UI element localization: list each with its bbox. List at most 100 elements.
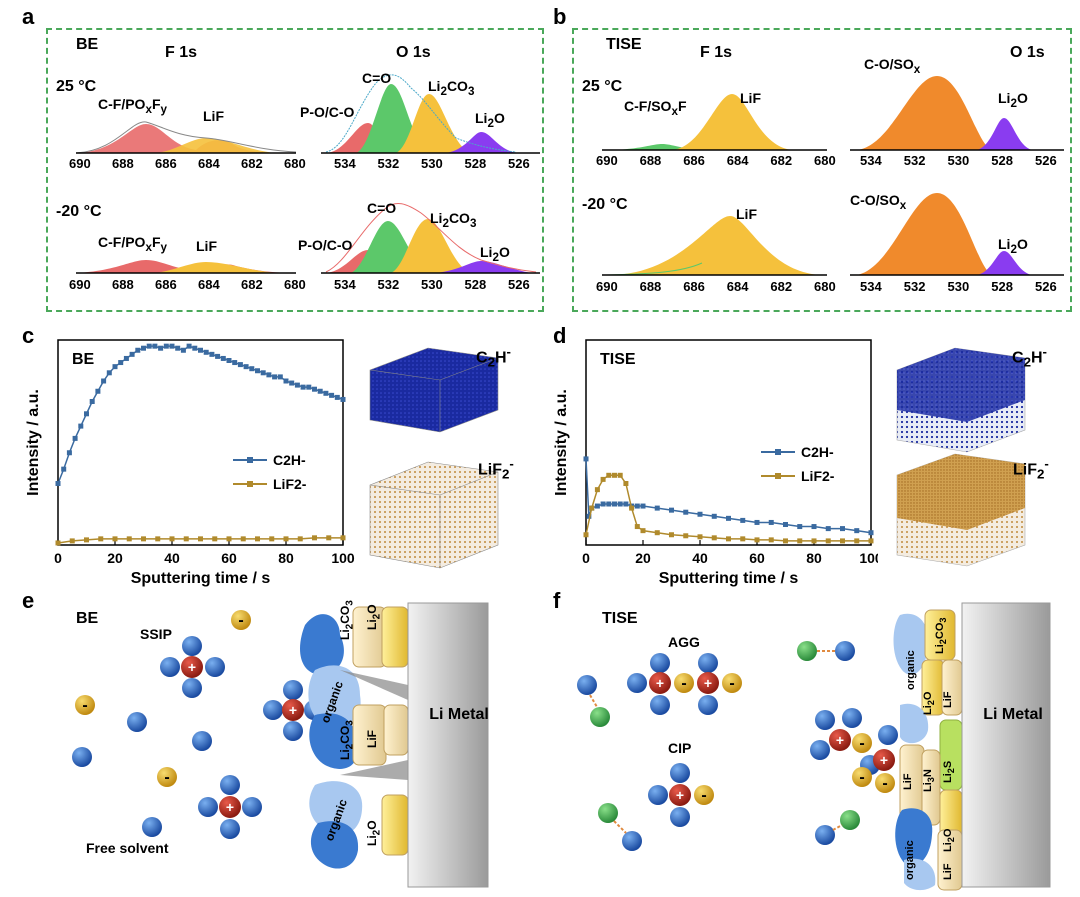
x-tick-label: 20 [635, 550, 651, 566]
e-layer-li2co3-2: Li2CO3 [338, 720, 356, 760]
legend-label-0: C2H- [273, 452, 306, 468]
diluent-3 [797, 641, 855, 661]
series-0-point [289, 380, 295, 386]
e-layer-li2o-1: Li2O [365, 604, 383, 630]
x-tick-label: 60 [749, 550, 765, 566]
a-bot-cf-label: C-F/POxFy [98, 234, 167, 254]
series-0-point [260, 370, 266, 376]
c-tof-top-label: C2H- [476, 344, 511, 370]
series-1-point [683, 533, 689, 539]
b-bot-o-tick-530: 530 [947, 279, 970, 294]
series-1-point [640, 528, 646, 534]
b-top-f-tick-690: 690 [596, 153, 618, 168]
panel-a-o1s-title: O 1s [396, 44, 431, 61]
series-0-point [317, 388, 323, 394]
series-0-point [654, 505, 660, 511]
series-0-point [198, 347, 203, 353]
series-1-point [312, 535, 317, 541]
svg-text:+: + [289, 702, 297, 718]
panel-b-f1s-title: F 1s [700, 44, 733, 61]
series-0-point [277, 374, 283, 380]
series-1-point [629, 505, 635, 511]
series-0-point [123, 355, 129, 361]
series-1-point [141, 536, 146, 542]
y-axis-label: Intensity / a.u. [25, 389, 42, 496]
b-top-cf-label: C-F/SOxF [624, 98, 687, 118]
series-0-point [583, 456, 589, 462]
series-0-point [112, 364, 118, 370]
e-layer-li2o-2: Li2O [365, 820, 383, 846]
series-0-point [175, 345, 181, 351]
series-0-point [209, 351, 215, 357]
b-top-f-tick-688: 688 [639, 153, 662, 168]
scheme-f: + - + - + - + - - + - [577, 602, 1051, 891]
series-0-point [811, 524, 817, 530]
series-0-point [215, 353, 221, 359]
series-0-point [683, 509, 689, 515]
series-1-point [740, 536, 746, 542]
series-0-point [825, 526, 831, 532]
legend-marker-1 [247, 481, 253, 487]
svg-text:-: - [859, 769, 864, 786]
legend-label-0: C2H- [801, 444, 834, 460]
series-0-point [334, 394, 340, 400]
series-1-point [854, 538, 860, 544]
svg-text:-: - [882, 775, 887, 792]
a-top-o1s [321, 74, 540, 154]
svg-text:-: - [681, 675, 686, 692]
b-top-f-tick-686: 686 [683, 153, 705, 168]
x-tick-label: 40 [692, 550, 708, 566]
panel-a-frame [46, 28, 544, 312]
series-0-point [186, 343, 192, 349]
scheme-e: + - - - + + [72, 602, 489, 888]
b-top-o-tick-528: 528 [991, 153, 1013, 168]
series-0-point [312, 386, 317, 392]
a-top-lif-label: LiF [203, 108, 224, 124]
a-top-poco-label: P-O/C-O [300, 104, 355, 120]
d-tof-top-label: C2H- [1012, 344, 1047, 370]
series-1-point [112, 536, 118, 542]
x-axis-label: Sputtering time / s [131, 570, 271, 587]
panel-label-d: d [553, 323, 567, 348]
b-top-f1s [602, 94, 827, 151]
b-bot-f-tick-686: 686 [683, 279, 705, 294]
svg-text:-: - [82, 697, 87, 714]
chart-c: 0 20 40 60 80 100 Sputtering time / s Intensity… [25, 339, 355, 587]
a-bot-o-tick-534: 534 [334, 277, 356, 292]
plot-frame [57, 339, 344, 546]
series-0-point [146, 343, 152, 349]
f-layer-li2o-2: Li2O [942, 828, 957, 852]
d-cube-lif2 [896, 453, 1026, 567]
series-1-point [69, 538, 75, 544]
series-0-point [243, 364, 249, 370]
b-bot-o-tick-526: 526 [1035, 279, 1057, 294]
svg-text:+: + [676, 787, 684, 803]
series-0-point [726, 515, 731, 521]
tof-cubes-c [369, 347, 499, 569]
series-0-point [226, 358, 232, 363]
b-bot-f-tick-690: 690 [596, 279, 618, 294]
series-1-point [589, 505, 595, 511]
series-0-point [106, 370, 112, 376]
series-0-point [640, 503, 646, 509]
d-tof-bot-label: LiF2- [1013, 456, 1049, 482]
series-1-point [326, 535, 332, 541]
legend-marker-0 [775, 449, 781, 455]
f-cip-label: CIP [668, 740, 692, 756]
panel-a-temp-top: 25 °C [56, 78, 97, 95]
series-1-point [634, 524, 640, 530]
a-top-f1s [75, 121, 297, 154]
legend-label-1: LiF2- [273, 476, 307, 492]
b-bot-f-tick-688: 688 [639, 279, 662, 294]
diluent-2 [598, 803, 642, 851]
solvent-2 [192, 731, 212, 751]
a-bot-f-tick-682: 682 [241, 277, 263, 292]
panel-b-spectra [602, 76, 1064, 276]
series-0-point [329, 392, 335, 398]
a-top-f-tick-682: 682 [241, 156, 263, 171]
series-1-point [98, 536, 104, 542]
b-bot-f-tick-682: 682 [770, 279, 793, 294]
x-tick-label: 100 [331, 550, 355, 566]
series-1-point [612, 472, 617, 478]
svg-text:-: - [729, 675, 734, 692]
